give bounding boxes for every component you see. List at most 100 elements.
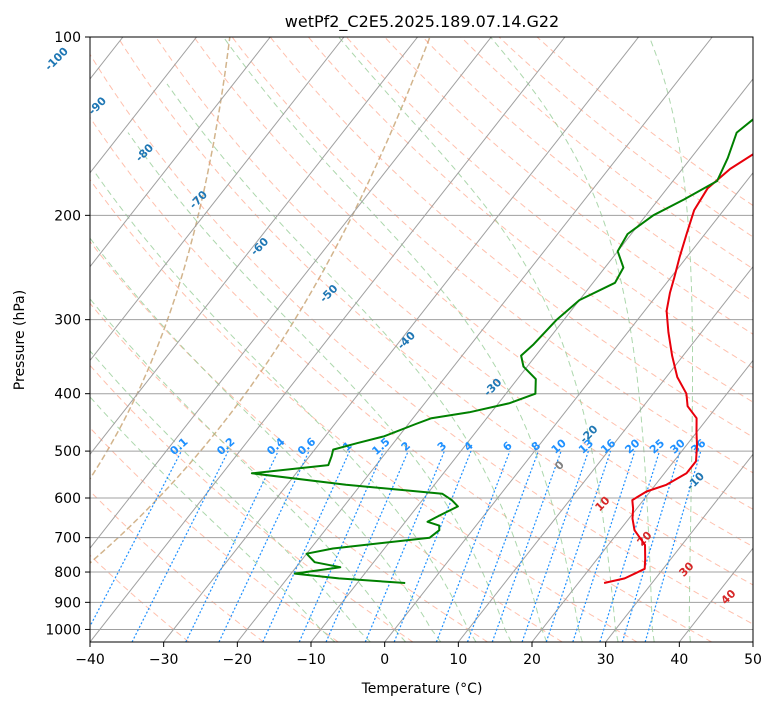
moist-adiabat-label: 30 xyxy=(677,559,697,579)
mixing-ratio-line xyxy=(644,450,702,642)
isotherm-line xyxy=(90,37,271,268)
theta-e-line xyxy=(90,37,231,481)
y-tick-label: 900 xyxy=(54,595,81,611)
dry-adiabat-line xyxy=(498,37,753,238)
isotherm-line xyxy=(457,265,753,642)
isotherm-line xyxy=(236,37,713,642)
dry-adiabat-line xyxy=(231,37,753,474)
mixing-ratio-line xyxy=(545,450,612,642)
isotherm-line xyxy=(90,37,492,549)
theta-e-line xyxy=(90,37,431,565)
y-tick-label: 700 xyxy=(54,531,81,547)
isotherm-line xyxy=(752,641,753,642)
dry-adiabat-labels: -100-90-80-70-60-50-40-30-20-100 xyxy=(42,44,707,492)
dry-adiabat-label: -80 xyxy=(133,141,156,164)
dry-adiabat-line xyxy=(384,37,753,335)
moist-adiabat-line xyxy=(166,83,548,642)
isotherm-line xyxy=(384,171,753,642)
isotherm-line xyxy=(531,359,753,642)
moist-adiabat-line xyxy=(648,37,693,642)
mixing-ratio-line xyxy=(325,450,409,642)
mixing-ratio-label: 20 xyxy=(622,436,642,456)
isotherm-line xyxy=(605,453,753,642)
isotherm-line xyxy=(163,37,639,642)
mixing-ratio-line xyxy=(298,450,384,642)
dry-adiabat-line xyxy=(193,37,753,510)
x-tick-label: 0 xyxy=(380,652,389,668)
isotherm-line xyxy=(90,37,566,642)
y-tick-label: 100 xyxy=(54,30,81,46)
chart-title: wetPf2_C2E5.2025.189.07.14.G22 xyxy=(285,12,559,32)
dry-adiabat-line xyxy=(90,554,190,642)
isotherm-line xyxy=(90,37,197,174)
mixing-ratio-label: 3 xyxy=(435,439,449,454)
mixing-ratio-label: 0.2 xyxy=(214,435,237,458)
moist-adiabat-line xyxy=(222,37,583,642)
y-tick-label: 800 xyxy=(54,565,81,581)
mixing-ratio-line xyxy=(599,450,661,642)
dry-adiabat-label: -50 xyxy=(317,282,340,305)
isotherm-line xyxy=(90,37,418,456)
profile-line-2 xyxy=(250,118,753,584)
x-tick-label: 30 xyxy=(597,652,615,668)
mixing-ratio-line xyxy=(521,450,590,642)
moist-adiabat-line xyxy=(90,396,336,642)
mixing-ratio-line xyxy=(90,450,182,628)
x-tick-label: −10 xyxy=(296,652,326,668)
dry-adiabat-line xyxy=(90,427,339,642)
y-tick-label: 600 xyxy=(54,491,81,507)
y-tick-label: 500 xyxy=(54,444,81,460)
dry-adiabat-line xyxy=(422,37,753,302)
dry-adiabat-label: -70 xyxy=(187,188,210,211)
moist-adiabat-line xyxy=(95,173,477,642)
dry-adiabat-line xyxy=(90,364,414,642)
mixing-ratio-label: 0.4 xyxy=(264,435,287,458)
y-tick-label: 200 xyxy=(54,208,81,224)
y-tick-label: 300 xyxy=(54,313,81,329)
dry-adiabat-line xyxy=(269,37,753,438)
dry-adiabat-label: -60 xyxy=(248,235,271,258)
dry-adiabat-label: -100 xyxy=(42,44,71,73)
y-axis: 1000 900 800 700 600 500 400 300 200 100 xyxy=(45,30,90,638)
y-axis-label: Pressure (hPa) xyxy=(12,290,28,390)
profile-line-1 xyxy=(603,153,753,584)
dry-adiabat-line xyxy=(90,116,712,642)
dry-adiabat-line xyxy=(155,37,753,548)
moist-adiabat-line xyxy=(90,237,442,642)
moist-adiabat-line xyxy=(90,350,371,642)
x-tick-label: 40 xyxy=(670,652,688,668)
dry-adiabat-line xyxy=(536,37,753,207)
x-axis-label: Temperature (°C) xyxy=(361,681,483,697)
mixing-ratio-line xyxy=(262,450,351,642)
dry-adiabat-line xyxy=(90,178,638,642)
x-tick-label: 50 xyxy=(744,652,762,668)
x-axis: −40 −30 −20 −10 0 10 20 30 40 50 xyxy=(75,642,762,668)
dry-adiabat-line xyxy=(90,240,563,642)
mixing-ratio-line xyxy=(491,450,562,642)
dry-adiabat-label: -30 xyxy=(481,376,504,399)
mixing-ratio-line xyxy=(185,450,279,642)
mixing-ratio-line xyxy=(218,450,310,642)
mixing-ratio-label: 6 xyxy=(500,439,515,454)
mixing-ratio-label: 25 xyxy=(647,437,667,457)
mixing-ratio-line xyxy=(466,450,539,642)
x-tick-label: −30 xyxy=(149,652,179,668)
background-lines xyxy=(90,37,753,642)
moist-adiabat-line xyxy=(90,297,406,642)
mixing-ratio-line xyxy=(364,450,445,642)
moist-adiabat-line xyxy=(490,37,655,642)
mixing-ratio-line xyxy=(572,450,636,642)
isotherm-line xyxy=(90,37,345,362)
mixing-ratio-line xyxy=(131,450,229,642)
mixing-ratio-line xyxy=(621,450,681,642)
isotherm-line xyxy=(310,78,753,642)
mixing-ratio-label: 10 xyxy=(549,436,569,456)
mixing-ratio-label: 8 xyxy=(529,439,543,454)
mixing-ratio-labels: 0.1 0.2 0.4 0.6 1 1.5 2 3 4 6 8 10 13 16 20 25 30 36 xyxy=(167,435,708,458)
dry-adiabat-line xyxy=(90,302,488,642)
x-tick-label: −40 xyxy=(75,652,105,668)
dry-adiabat-label: -90 xyxy=(86,94,109,117)
